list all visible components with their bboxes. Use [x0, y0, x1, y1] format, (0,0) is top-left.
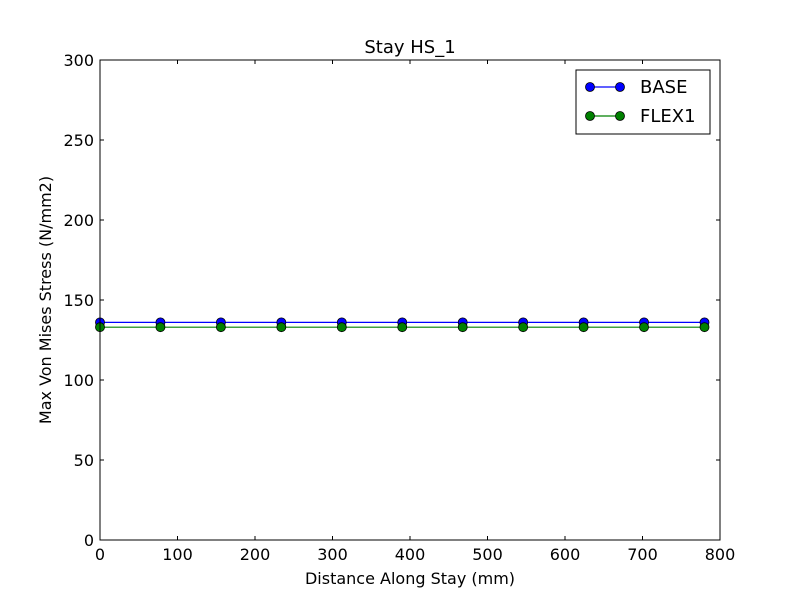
x-tick-label: 100 — [162, 545, 193, 564]
data-point-flex1 — [397, 322, 408, 333]
legend: BASE FLEX1 — [575, 69, 711, 135]
y-tick-label: 150 — [63, 291, 94, 310]
data-point-flex1 — [215, 322, 226, 333]
x-tick-label: 400 — [395, 545, 426, 564]
x-tick-label: 500 — [472, 545, 503, 564]
y-tick-label: 250 — [63, 131, 94, 150]
data-point-flex1 — [699, 322, 710, 333]
axis-ticks: 0 100 200 300 400 500 600 700 800 0 50 100 150 200 250… — [63, 51, 735, 564]
x-tick-label: 700 — [627, 545, 658, 564]
legend-marker-flex1 — [615, 111, 625, 121]
y-axis-label: Max Von Mises Stress (N/mm2) — [36, 176, 55, 424]
legend-label-base: BASE — [640, 77, 687, 98]
legend-marker-base — [615, 82, 625, 92]
data-point-flex1 — [518, 322, 529, 333]
data-point-flex1 — [639, 322, 649, 333]
x-axis-label: Distance Along Stay (mm) — [305, 569, 515, 588]
legend-marker-base — [585, 82, 595, 92]
x-tick-label: 0 — [95, 545, 105, 564]
y-tick-label: 300 — [63, 51, 94, 70]
y-tick-label: 0 — [84, 531, 94, 550]
y-tick-label: 200 — [63, 211, 94, 230]
legend-box — [575, 69, 711, 135]
plot-series — [95, 317, 710, 333]
x-tick-label: 600 — [550, 545, 581, 564]
legend-marker-flex1 — [585, 111, 595, 121]
legend-label-flex1: FLEX1 — [640, 106, 696, 127]
data-point-flex1 — [578, 322, 589, 333]
data-point-flex1 — [276, 322, 287, 333]
y-tick-label: 100 — [63, 371, 94, 390]
chart-title: Stay HS_1 — [364, 37, 455, 58]
y-tick-label: 50 — [74, 451, 94, 470]
x-tick-label: 800 — [705, 545, 736, 564]
data-point-flex1 — [336, 322, 347, 333]
data-point-flex1 — [457, 322, 468, 333]
data-point-flex1 — [155, 322, 166, 333]
x-tick-label: 200 — [240, 545, 271, 564]
plot-frame — [99, 59, 721, 541]
x-tick-label: 300 — [317, 545, 348, 564]
